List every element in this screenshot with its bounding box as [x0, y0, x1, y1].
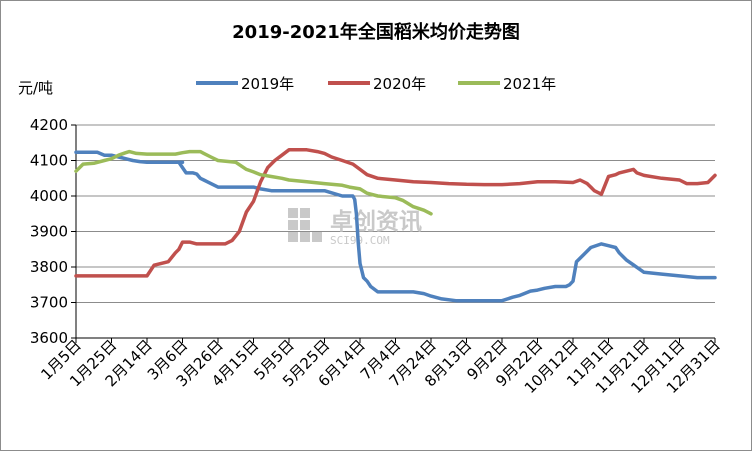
y-tick-label: 3900	[30, 223, 68, 241]
legend: 2019年 2020年 2021年	[196, 75, 556, 93]
watermark-site: SCI99.COM	[330, 234, 390, 247]
y-tick-label: 3800	[30, 258, 68, 276]
legend-label: 2020年	[373, 75, 426, 93]
y-tick-label: 4000	[30, 187, 68, 205]
legend-label: 2019年	[241, 75, 294, 93]
y-axis-label: 元/吨	[18, 79, 53, 97]
y-tick-label: 4200	[30, 116, 68, 134]
watermark: 卓创资讯 SCI99.COM	[288, 208, 422, 247]
series-line-2020年	[74, 148, 717, 278]
y-tick-label: 3600	[30, 329, 68, 347]
series-line-2019年	[74, 150, 717, 303]
series-lines	[74, 148, 717, 303]
y-tick-label: 3700	[30, 294, 68, 312]
y-tick-label: 4100	[30, 152, 68, 170]
chart-title: 2019-2021年全国稻米均价走势图	[232, 21, 520, 43]
legend-label: 2021年	[503, 75, 556, 93]
grid-lines	[76, 124, 715, 303]
watermark-logo-icon	[288, 208, 322, 242]
axes: 36003700380039004000410042001月5日1月25日2月1…	[30, 116, 724, 397]
series-line-2021年	[74, 149, 433, 216]
watermark-brand: 卓创资讯	[330, 209, 422, 235]
